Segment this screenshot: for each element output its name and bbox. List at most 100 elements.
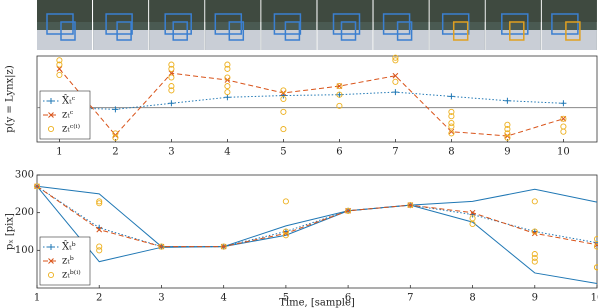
data-point (407, 202, 414, 209)
x-tick-label: 7 (392, 147, 398, 158)
thumbnail-trees (205, 0, 261, 22)
thumbnail-trees (373, 0, 429, 22)
data-point (504, 126, 511, 133)
data-point (168, 74, 175, 81)
data-point (504, 130, 511, 137)
series (33, 183, 598, 271)
y-axis-label: pₓ [pix] (5, 213, 16, 250)
image-strip (37, 0, 597, 50)
detection-box (382, 13, 411, 35)
thumbnail (261, 0, 317, 50)
data-point (282, 232, 289, 239)
data-point (96, 198, 103, 205)
legend-label: zₜᶜ⁽ⁱ⁾ (62, 124, 80, 135)
thumbnail (541, 0, 597, 50)
legend-marker (47, 271, 55, 279)
plot: 1 2 3 4 5 6 7 8 9 10 p(y = Lynx|z) X̂ₜᶜ zₜᶜ zₜᶜ⁽ⁱ⁾ (5, 54, 598, 158)
legend-marker (48, 258, 54, 264)
data-point (168, 70, 175, 77)
x-tick-label: 4 (224, 147, 230, 158)
data-point (345, 207, 352, 214)
x-tick-label: 2 (112, 147, 118, 158)
thumbnail (93, 0, 149, 50)
thumbnail-trees (37, 0, 92, 22)
data-point (224, 94, 231, 101)
data-point (33, 183, 41, 190)
data-point (158, 243, 165, 250)
thumbnail-trees (317, 0, 373, 22)
data-point (392, 78, 399, 85)
data-point (96, 247, 103, 254)
data-point (469, 220, 476, 228)
data-point (56, 57, 63, 64)
thumbnail-trees (429, 0, 485, 22)
data-point (504, 97, 511, 104)
data-point (168, 61, 175, 68)
x-tick-label: 10 (591, 293, 598, 304)
detection-box (501, 13, 529, 35)
x-tick-label: 10 (557, 147, 570, 158)
detection-box (172, 21, 188, 41)
plot-area (36, 55, 598, 143)
y-tick-label: 300 (15, 170, 34, 181)
data-point (560, 115, 567, 122)
series (36, 185, 598, 284)
data-point (531, 251, 538, 258)
series-line (36, 185, 598, 248)
data-point (392, 89, 399, 96)
data-point (280, 108, 287, 115)
series-line (59, 68, 564, 137)
data-point (448, 128, 455, 135)
data-point (392, 72, 399, 79)
data-point (224, 74, 231, 81)
series-line (36, 185, 598, 248)
data-point (56, 71, 63, 78)
data-point (96, 243, 103, 250)
data-point (392, 54, 399, 61)
legend-marker (47, 125, 55, 133)
data-point (531, 258, 538, 265)
x-tick-label: 9 (532, 293, 538, 304)
detection-box (164, 13, 192, 35)
thumbnail-trees (93, 0, 149, 22)
data-point (112, 134, 119, 141)
thumbnail (149, 0, 205, 50)
thumbnail-trees (485, 0, 541, 22)
legend: X̂ₜᵇ zₜᵇ zₜᵇ⁽ⁱ⁾ (39, 236, 91, 286)
detection-box (565, 21, 581, 41)
x-tick-label: 5 (283, 293, 289, 304)
data-point (593, 235, 598, 243)
data-point (282, 198, 289, 205)
series (36, 185, 598, 248)
y-tick-label: 100 (15, 245, 34, 256)
data-point (504, 134, 511, 141)
thumbnail (317, 0, 373, 50)
data-point (531, 230, 538, 237)
data-point (224, 83, 231, 90)
detection-box (332, 13, 361, 35)
data-point (336, 91, 343, 98)
detection-box (452, 21, 469, 41)
x-tick-label: 1 (34, 293, 40, 304)
data-point (56, 66, 63, 72)
data-point (280, 87, 287, 94)
data-point (336, 102, 343, 109)
data-point (280, 126, 287, 133)
thumbnail-trees (261, 0, 317, 22)
data-point (224, 61, 231, 68)
x-tick-label: 6 (345, 293, 351, 304)
thumbnail (485, 0, 541, 50)
data-point (448, 123, 455, 130)
legend-label: zₜᵇ⁽ⁱ⁾ (62, 270, 81, 281)
series (56, 54, 567, 141)
data-point (168, 87, 175, 94)
series (56, 66, 567, 139)
x-tick-label: 3 (168, 147, 174, 158)
data-point (168, 65, 175, 72)
data-point (392, 57, 399, 64)
detection-box (214, 13, 243, 35)
data-point (448, 120, 455, 127)
legend-marker (48, 98, 54, 104)
x-axis-label: Time, [sample] (279, 298, 355, 308)
